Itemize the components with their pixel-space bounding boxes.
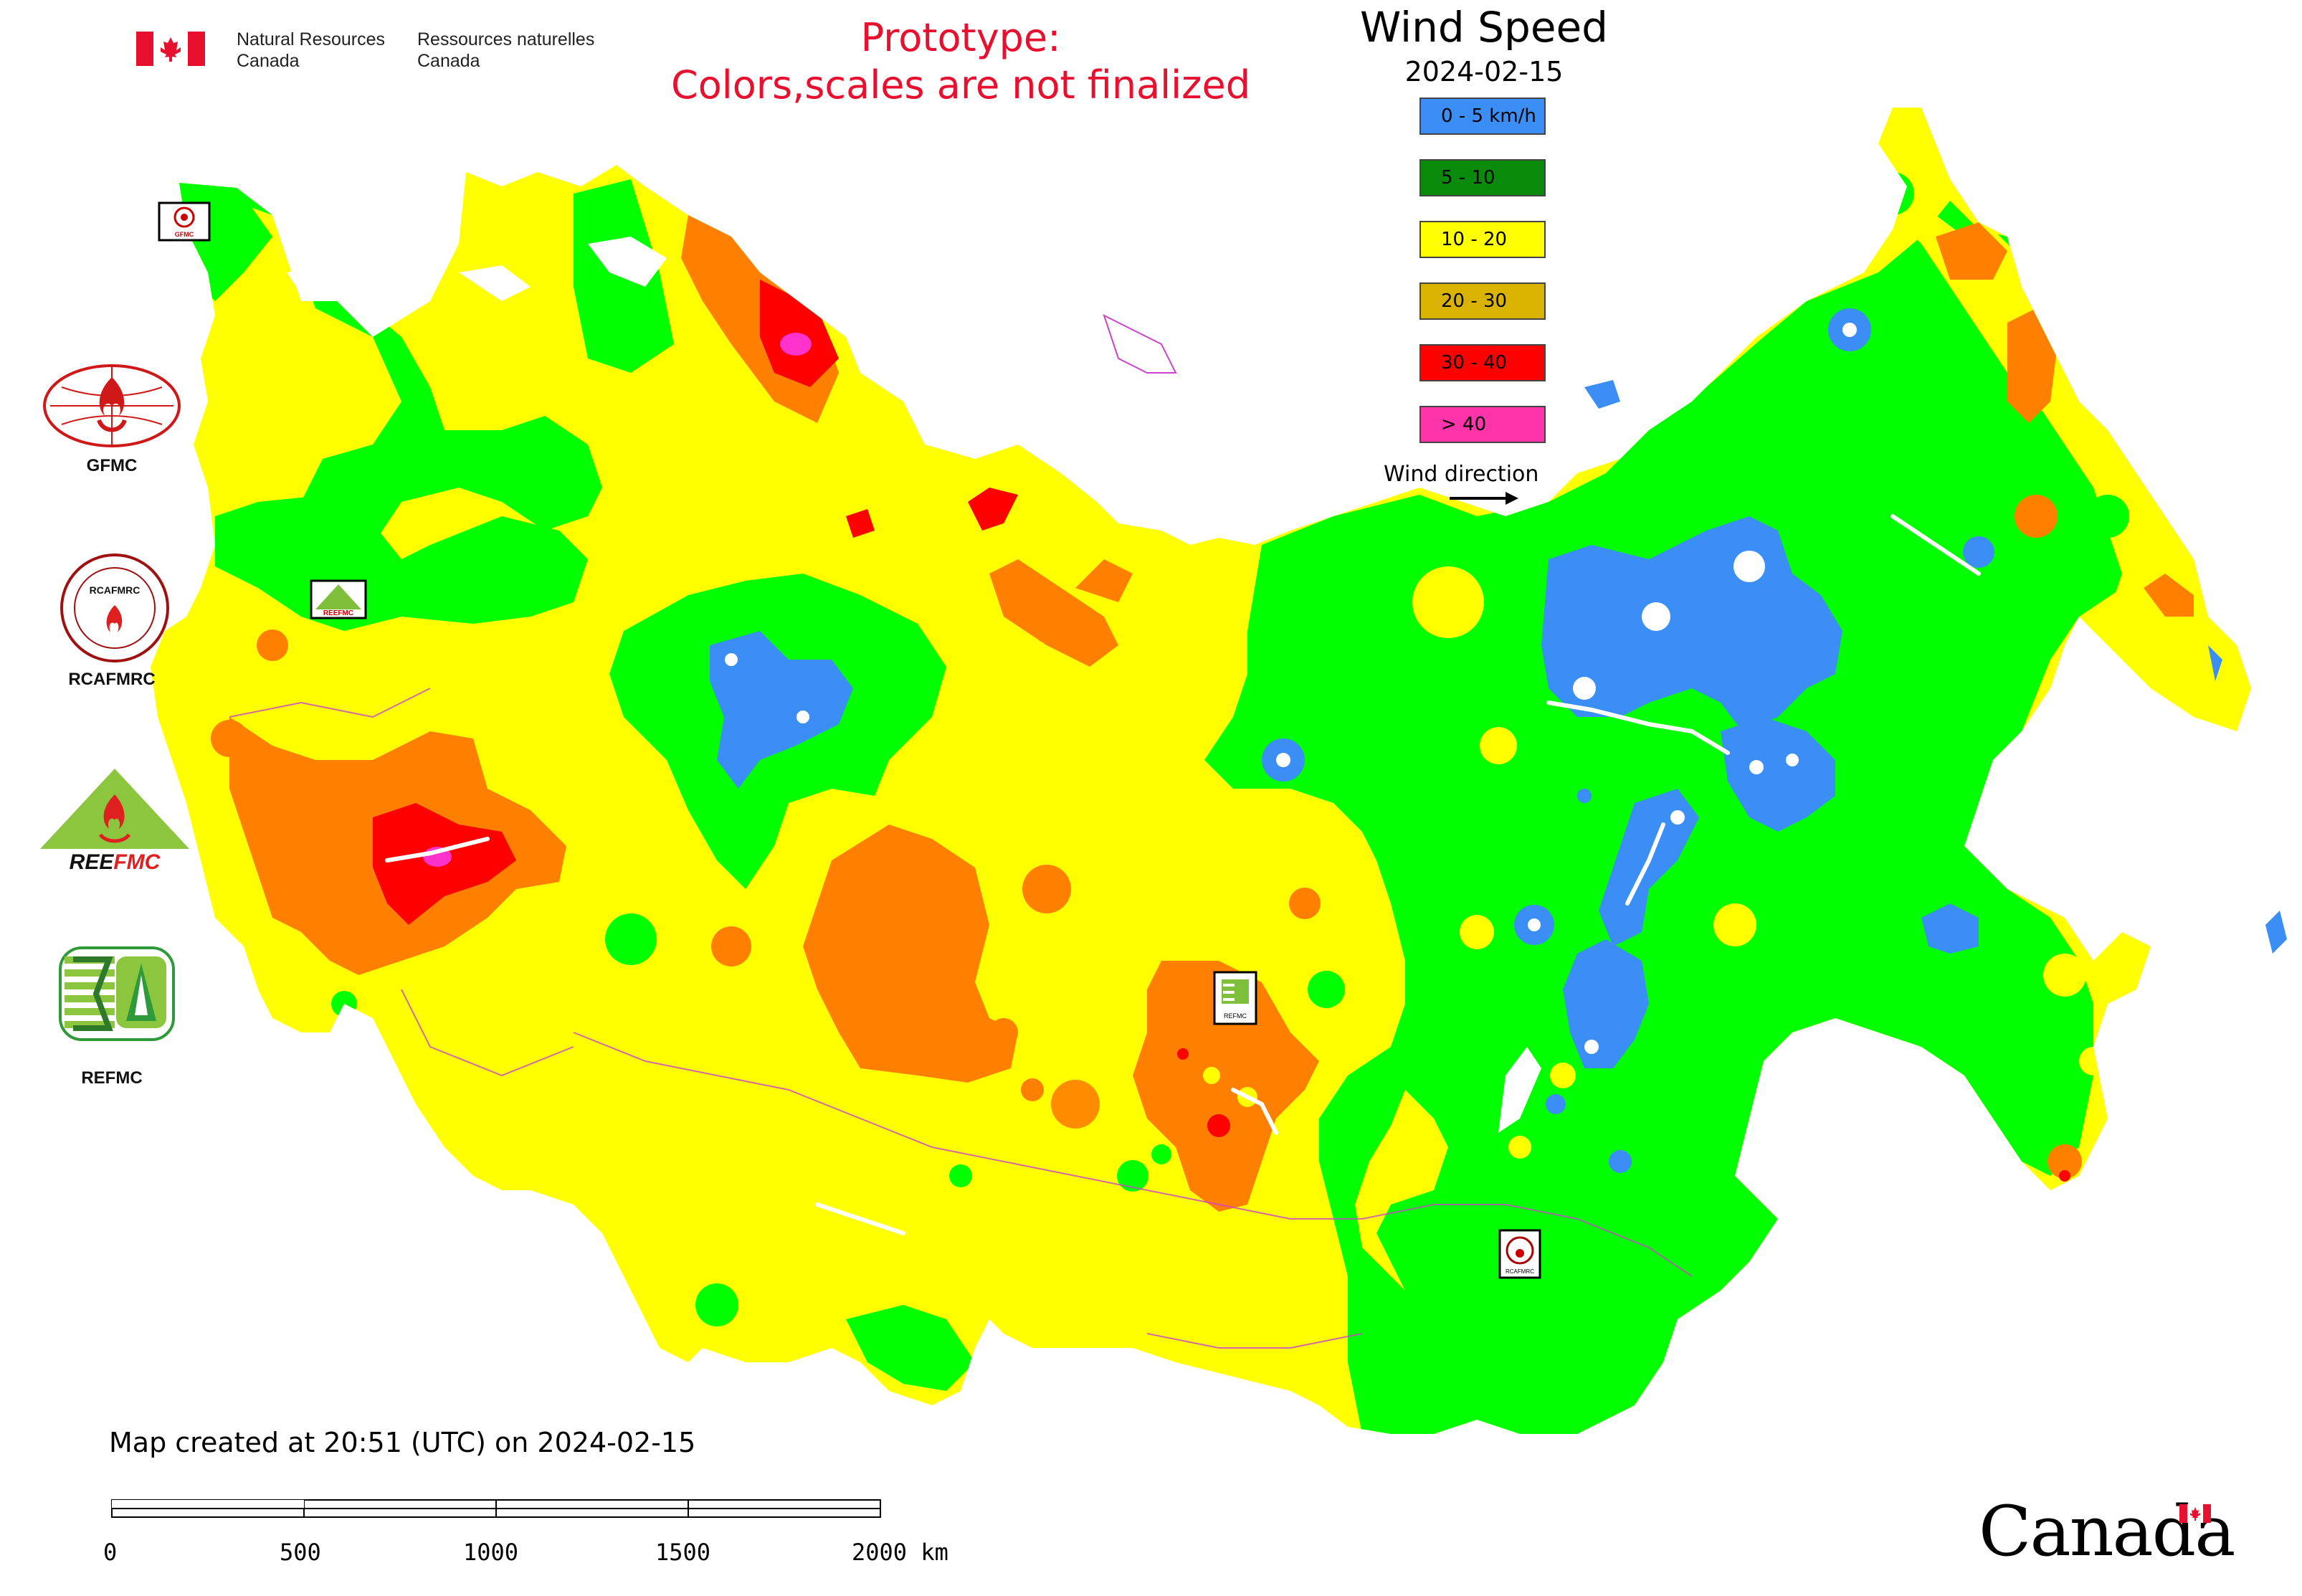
refmc-label: REFMC: [81, 1068, 143, 1088]
prototype-notice: Prototype: Colors,scales are not finaliz…: [671, 15, 1250, 108]
rcafmrc-label: RCAFMRC: [68, 670, 156, 689]
svg-text:REEFMC: REEFMC: [323, 609, 353, 617]
map-marker-gfmc: GFMC: [158, 201, 211, 242]
scale-tick-2000: 2000 km: [852, 1539, 948, 1566]
map-created-timestamp: Map created at 20:51 (UTC) on 2024-02-15: [109, 1427, 696, 1458]
scale-tick-1500: 1500: [655, 1539, 711, 1566]
legend-class-20-30: 20 - 30: [1419, 282, 1546, 320]
reefmc-logo: REEFMC: [37, 769, 192, 874]
legend-class-0-5: 0 - 5 km/h: [1419, 98, 1546, 135]
map-marker-rcafmrc: RCAFMRC: [1498, 1229, 1541, 1279]
gfmc-label: GFMC: [86, 456, 138, 475]
rcafmrc-logo: RCAFMRC: [60, 554, 169, 662]
legend-class-over-40: > 40: [1419, 406, 1546, 443]
canada-flag-icon: [136, 32, 205, 66]
legend-class-5-10: 5 - 10: [1419, 159, 1546, 196]
scale-tick-500: 500: [280, 1539, 321, 1566]
map-marker-reefmc: REEFMC: [310, 579, 367, 619]
scale-tick-1000: 1000: [463, 1539, 519, 1566]
scale-tick-0: 0: [103, 1539, 118, 1566]
legend-date: 2024-02-15: [1404, 56, 1564, 87]
svg-text:REFMC: REFMC: [1224, 1012, 1247, 1020]
wind-direction-label: Wind direction: [1384, 462, 1539, 487]
canada-wordmark: Canada: [1979, 1491, 2235, 1572]
dept-name-fr: Ressources naturelles Canada: [417, 29, 595, 71]
dept-name-en: Natural Resources Canada: [237, 29, 386, 71]
legend-class-30-40: 30 - 40: [1419, 344, 1546, 381]
nrcan-signature: Natural Resources Canada Ressources natu…: [136, 29, 609, 79]
svg-text:RCAFMRC: RCAFMRC: [1506, 1268, 1534, 1275]
refmc-logo: [59, 946, 175, 1041]
canada-wordmark-flag-icon: [2179, 1504, 2211, 1523]
svg-text:RCAFMRC: RCAFMRC: [90, 584, 141, 596]
gfmc-logo: [43, 364, 181, 447]
wind-direction-arrow-icon: [1450, 492, 1518, 505]
scale-bar: [111, 1499, 881, 1518]
map-marker-refmc: REFMC: [1213, 971, 1257, 1025]
legend-title: Wind Speed: [1359, 3, 1609, 52]
legend-class-10-20: 10 - 20: [1419, 221, 1546, 258]
svg-text:REEFMC: REEFMC: [70, 850, 161, 874]
svg-text:GFMC: GFMC: [175, 231, 194, 238]
